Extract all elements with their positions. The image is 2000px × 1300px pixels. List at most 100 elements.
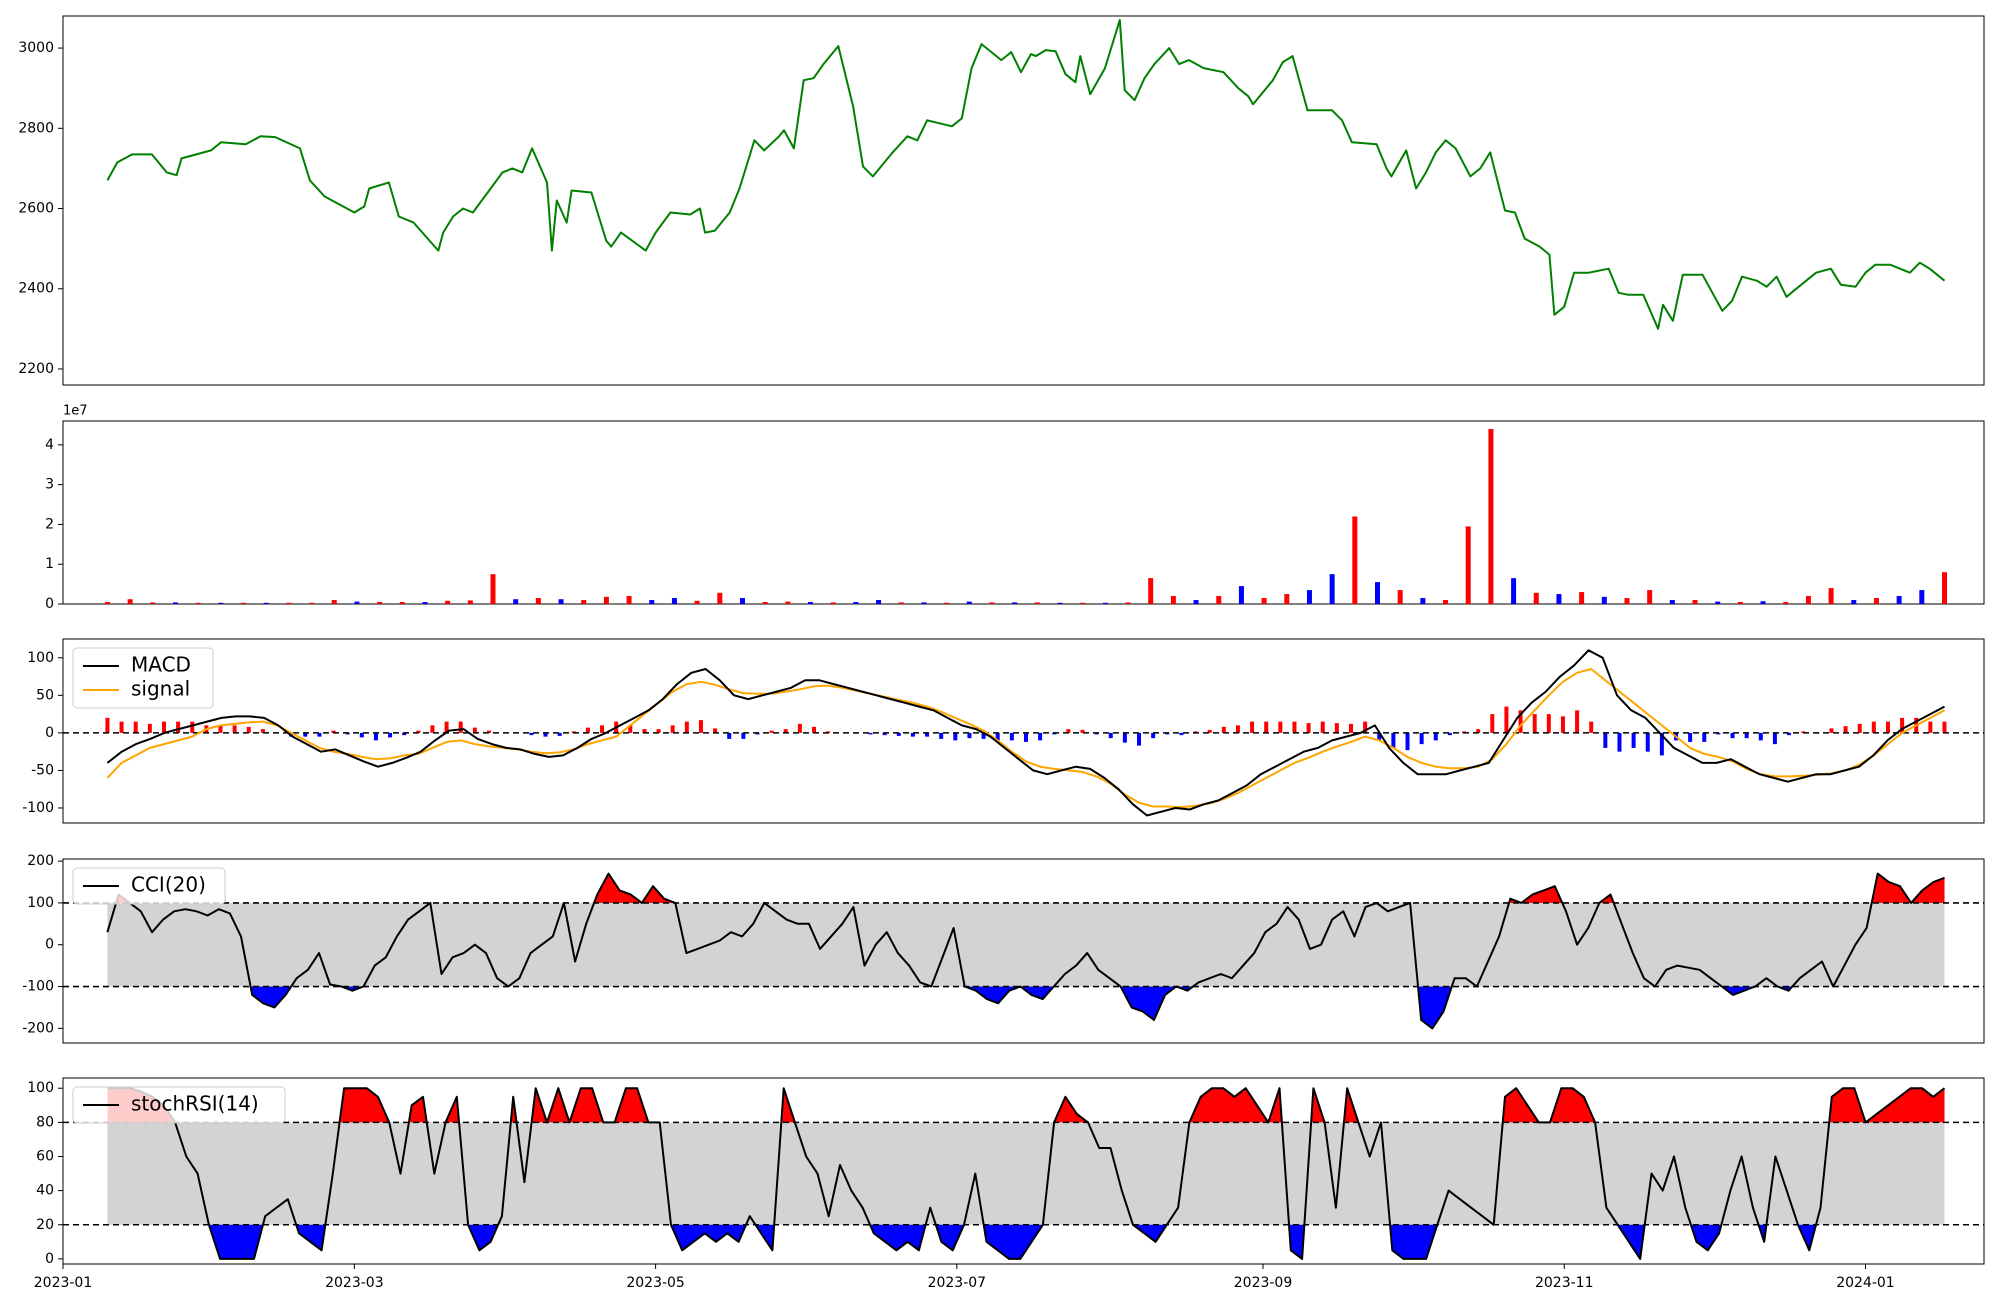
overbought-fill bbox=[107, 1088, 1945, 1123]
x-tick-label: 2024-01 bbox=[1836, 1275, 1895, 1291]
volume-bar bbox=[1238, 586, 1244, 604]
histogram-bar bbox=[1391, 732, 1396, 748]
histogram-bar bbox=[995, 732, 1000, 741]
volume-bar bbox=[1012, 602, 1018, 604]
volume-bar bbox=[1647, 590, 1653, 604]
cci-line bbox=[106, 872, 1945, 1030]
histogram-bar bbox=[402, 732, 407, 736]
y-tick-label: 3000 bbox=[18, 40, 54, 56]
histogram-bar bbox=[1179, 732, 1184, 736]
histogram-bar bbox=[1334, 723, 1339, 733]
volume-bar bbox=[1034, 602, 1040, 604]
volume-bar bbox=[1941, 572, 1947, 604]
volume-bar bbox=[195, 602, 201, 604]
neutral-band bbox=[107, 1122, 1945, 1225]
histogram-bar bbox=[1320, 721, 1325, 733]
volume-bar bbox=[104, 602, 110, 604]
volume-bar bbox=[1873, 598, 1879, 604]
histogram-bar bbox=[1518, 710, 1523, 733]
histogram-bar bbox=[1023, 732, 1028, 742]
histogram-bar bbox=[868, 732, 873, 735]
volume-bar bbox=[1261, 598, 1267, 604]
x-tick-label: 2023-09 bbox=[1234, 1275, 1293, 1291]
volume-bar bbox=[1397, 590, 1403, 604]
volume-bar bbox=[1148, 578, 1154, 604]
histogram-bar bbox=[472, 727, 477, 733]
volume-bar bbox=[1125, 602, 1131, 604]
histogram-bar bbox=[1603, 732, 1608, 748]
volume-bar bbox=[445, 600, 451, 604]
histogram-bar bbox=[303, 732, 308, 737]
axes-frame bbox=[62, 858, 1985, 1044]
histogram-bar bbox=[359, 732, 364, 738]
macd-line bbox=[106, 649, 1945, 817]
price-line bbox=[106, 19, 1946, 330]
histogram-bar bbox=[331, 730, 336, 733]
volume-bar bbox=[263, 602, 269, 604]
histogram-bar bbox=[741, 732, 746, 739]
neutral-band bbox=[107, 902, 1945, 987]
histogram-bar bbox=[727, 732, 732, 739]
volume-bar bbox=[989, 602, 995, 604]
histogram-bar bbox=[176, 721, 181, 733]
histogram-bar bbox=[1589, 721, 1594, 733]
histogram-bar bbox=[600, 725, 605, 733]
y-tick-label: 1 bbox=[45, 556, 54, 572]
histogram-bar bbox=[896, 732, 901, 736]
volume-bar bbox=[1919, 590, 1925, 604]
histogram-bar bbox=[812, 726, 817, 733]
legend bbox=[72, 1086, 286, 1124]
histogram-bar bbox=[1617, 732, 1622, 752]
volume-bar bbox=[1579, 592, 1585, 604]
histogram-bar bbox=[684, 721, 689, 733]
volume-bar bbox=[309, 602, 315, 604]
volume-bar bbox=[1851, 600, 1857, 604]
y-tick-label: 40 bbox=[36, 1183, 54, 1199]
legend-label: signal bbox=[131, 677, 190, 701]
histogram-bar bbox=[444, 721, 449, 733]
y-tick-label: 60 bbox=[36, 1148, 54, 1164]
volume-bar bbox=[785, 601, 791, 604]
histogram-bar bbox=[232, 725, 237, 733]
volume-bar bbox=[808, 602, 814, 604]
volume-bar bbox=[671, 598, 677, 604]
histogram-bar bbox=[882, 732, 887, 736]
volume-bar bbox=[1465, 526, 1471, 604]
volume-bar bbox=[1329, 574, 1335, 604]
volume-bar bbox=[490, 574, 496, 604]
histogram-bar bbox=[797, 723, 802, 733]
histogram-bar bbox=[1532, 714, 1537, 733]
y-tick-label: 0 bbox=[45, 1251, 54, 1267]
histogram-bar bbox=[981, 732, 986, 739]
histogram-bar bbox=[1151, 732, 1156, 739]
histogram-bar bbox=[1871, 721, 1876, 733]
histogram-bar bbox=[1108, 732, 1113, 739]
volume-bar bbox=[399, 602, 405, 604]
stochrsi-line bbox=[107, 1087, 1946, 1260]
volume-bar bbox=[1375, 582, 1381, 604]
volume-bar bbox=[467, 600, 473, 604]
histogram-bar bbox=[783, 729, 788, 733]
legend-label: MACD bbox=[131, 653, 191, 677]
volume-bar bbox=[966, 601, 972, 604]
histogram-bar bbox=[147, 723, 152, 733]
histogram-bar bbox=[1278, 721, 1283, 733]
histogram-bar bbox=[1038, 732, 1043, 741]
histogram-bar bbox=[1235, 725, 1240, 733]
y-tick-label: -50 bbox=[31, 762, 54, 778]
volume-bar bbox=[898, 602, 904, 604]
histogram-bar bbox=[925, 732, 930, 737]
histogram-bar bbox=[1645, 732, 1650, 752]
y-tick-label: 100 bbox=[27, 895, 54, 911]
volume-bar bbox=[1443, 600, 1449, 604]
volume-bar bbox=[1080, 602, 1086, 604]
volume-bar bbox=[1420, 598, 1426, 604]
histogram-bar bbox=[1080, 729, 1085, 733]
histogram-bar bbox=[1575, 710, 1580, 733]
histogram-bar bbox=[1857, 723, 1862, 733]
histogram-bar bbox=[246, 726, 251, 733]
volume-bar bbox=[1102, 602, 1108, 604]
volume-bar bbox=[377, 602, 383, 604]
y-tick-label: 20 bbox=[36, 1217, 54, 1233]
